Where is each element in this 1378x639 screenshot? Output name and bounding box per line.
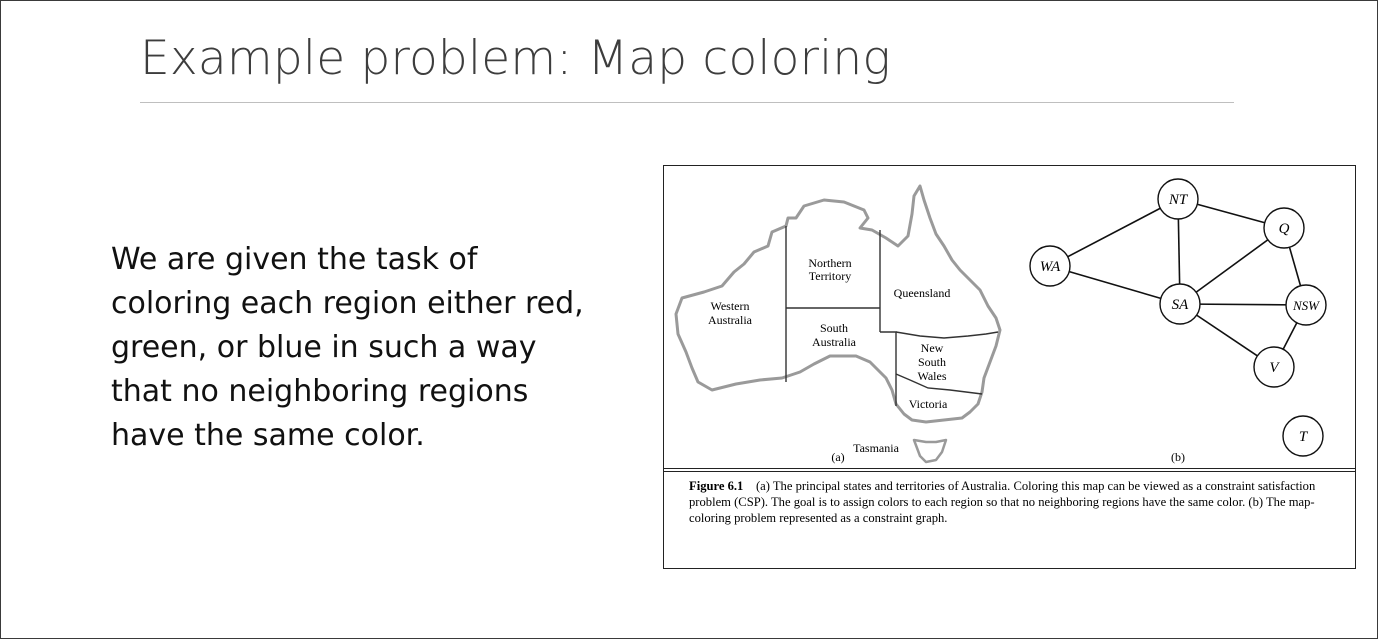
- panel-label-b: (b): [1171, 450, 1185, 464]
- edge-sa-nsw: [1179, 303, 1307, 306]
- node-label-sa: SA: [1172, 297, 1190, 313]
- label-northern-territory-2: Territory: [809, 269, 851, 283]
- node-t: [1282, 415, 1324, 457]
- node-nt: [1157, 178, 1199, 220]
- node-label-t: T: [1299, 429, 1309, 445]
- title-underline: [140, 102, 1234, 103]
- figure-drawing: Western Australia Northern Territory Que…: [674, 178, 1327, 464]
- label-western-australia-2: Australia: [708, 313, 753, 327]
- edge-wa-sa: [1049, 265, 1181, 305]
- slide-body-text: We are given the task of coloring each r…: [111, 242, 584, 453]
- node-label-v: V: [1269, 360, 1280, 376]
- edge-sa-q: [1179, 227, 1285, 305]
- constraint-graph-nodes: WA NT Q SA NSW V T: [1029, 178, 1327, 457]
- node-q: [1263, 207, 1305, 249]
- node-label-q: Q: [1279, 221, 1290, 237]
- label-northern-territory-1: Northern: [808, 256, 851, 270]
- label-western-australia-1: Western: [710, 299, 749, 313]
- caption-rule-top: [664, 468, 1355, 469]
- label-victoria: Victoria: [909, 397, 948, 411]
- node-sa: [1159, 283, 1201, 325]
- label-south-australia-2: Australia: [812, 335, 857, 349]
- label-south-australia-1: South: [820, 321, 848, 335]
- node-wa: [1029, 245, 1071, 287]
- tasmania-shape: [912, 438, 948, 464]
- node-label-nt: NT: [1168, 192, 1189, 208]
- node-label-wa: WA: [1040, 259, 1061, 275]
- node-v: [1253, 346, 1295, 388]
- node-label-nsw: NSW: [1292, 298, 1320, 313]
- q-nsw-border: [895, 331, 999, 339]
- figure-caption: Figure 6.1 (a) The principal states and …: [689, 478, 1339, 527]
- caption-text: (a) The principal states and territories…: [689, 479, 1316, 526]
- label-nsw-3: Wales: [917, 369, 946, 383]
- caption-lead: Figure 6.1: [689, 479, 744, 493]
- label-queensland: Queensland: [894, 286, 951, 300]
- label-nsw-1: New: [921, 341, 944, 355]
- figure-6-1: Western Australia Northern Territory Que…: [663, 165, 1356, 569]
- slide-title: Example problem: Map coloring: [140, 31, 891, 86]
- nsw-vic-border: [895, 373, 983, 395]
- panel-label-a: (a): [831, 450, 844, 464]
- label-nsw-2: South: [918, 355, 946, 369]
- label-tasmania: Tasmania: [853, 441, 899, 455]
- australia-outline: [674, 184, 1002, 424]
- edge-wa-nt: [1049, 198, 1179, 267]
- caption-rule-bottom: [664, 471, 1355, 472]
- node-nsw: [1285, 284, 1327, 326]
